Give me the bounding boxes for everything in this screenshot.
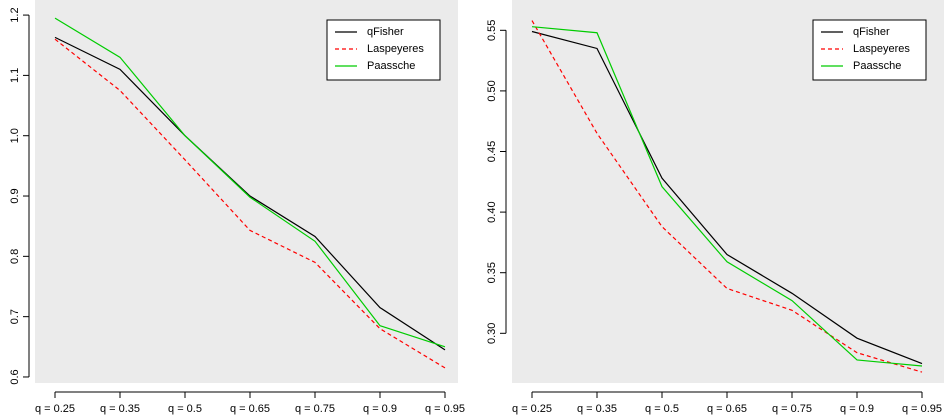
legend-label: qFisher: [367, 26, 404, 38]
x-tick-label: q = 0.5: [168, 403, 202, 415]
x-tick-label: q = 0.25: [512, 403, 552, 415]
y-tick-label: 0.40: [486, 201, 498, 222]
legend-label: Paassche: [367, 60, 415, 72]
y-tick-label: 0.35: [486, 262, 498, 283]
legend-box: [326, 19, 441, 81]
y-tick-label: 0.55: [486, 20, 498, 41]
y-tick-label: 0.6: [9, 369, 21, 384]
series-line: [531, 20, 923, 373]
y-tick-label: 1.1: [9, 68, 21, 83]
legend-label: Paassche: [853, 60, 901, 72]
legend-label: qFisher: [853, 26, 890, 38]
series-line: [531, 30, 923, 365]
x-tick-label: q = 0.5: [645, 403, 679, 415]
x-tick-label: q = 0.95: [902, 403, 942, 415]
x-tick-label: q = 0.95: [425, 403, 465, 415]
y-tick-label: 1.2: [9, 7, 21, 22]
x-tick-label: q = 0.65: [707, 403, 747, 415]
legend-label: Laspeyeres: [367, 43, 424, 55]
series-line: [54, 36, 446, 351]
y-tick-label: 0.30: [486, 323, 498, 344]
x-tick-label: q = 0.75: [295, 403, 335, 415]
y-tick-label: 0.7: [9, 309, 21, 324]
series-line: [531, 26, 923, 367]
x-tick-label: q = 0.9: [840, 403, 874, 415]
y-tick-label: 0.50: [486, 80, 498, 101]
y-tick-label: 0.45: [486, 141, 498, 162]
x-tick-label: q = 0.65: [230, 403, 270, 415]
legend-label: Laspeyeres: [853, 43, 910, 55]
x-tick-label: q = 0.9: [363, 403, 397, 415]
x-tick-label: q = 0.35: [577, 403, 617, 415]
x-tick-label: q = 0.25: [35, 403, 75, 415]
legend-box: [812, 19, 927, 81]
series-line: [54, 17, 446, 348]
series-line: [54, 38, 446, 369]
y-tick-label: 1.0: [9, 128, 21, 143]
x-tick-label: q = 0.75: [772, 403, 812, 415]
y-tick-label: 0.8: [9, 249, 21, 264]
y-tick-label: 0.9: [9, 188, 21, 203]
x-tick-label: q = 0.35: [100, 403, 140, 415]
